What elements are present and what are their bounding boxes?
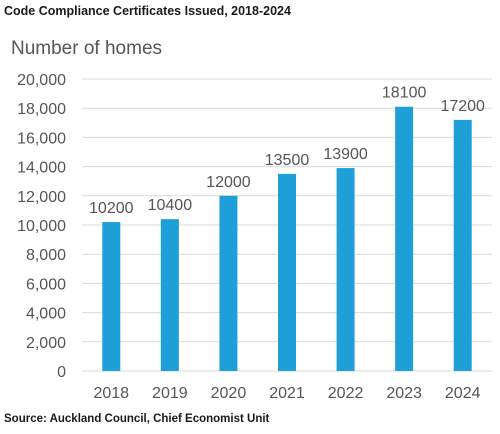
y-axis-ticks: 0 2,000 4,000 6,000 8,000 10,000 12,000 14,000 1…	[17, 72, 66, 381]
y-tick-label: 12,000	[17, 189, 66, 206]
data-label: 10200	[89, 200, 134, 217]
data-label: 13900	[323, 146, 368, 163]
bar	[219, 195, 238, 371]
y-tick-label: 18,000	[17, 101, 66, 118]
x-tick-label: 2019	[152, 385, 188, 402]
y-tick-label: 10,000	[17, 218, 66, 235]
data-label: 13500	[265, 152, 310, 169]
bars	[102, 106, 472, 372]
bar	[160, 219, 179, 371]
x-tick-label: 2022	[328, 385, 364, 402]
y-tick-label: 14,000	[17, 160, 66, 177]
y-tick-label: 0	[57, 364, 66, 381]
data-label: 12000	[206, 174, 251, 191]
data-labels: 10200 10400 12000 13500 13900 18100 17200	[89, 85, 485, 217]
data-label: 10400	[148, 197, 193, 214]
y-tick-label: 20,000	[17, 72, 66, 89]
data-label: 18100	[382, 85, 427, 102]
data-label: 17200	[440, 98, 485, 115]
y-tick-label: 2,000	[26, 335, 66, 352]
bar	[102, 222, 121, 371]
x-tick-label: 2020	[211, 385, 247, 402]
bar	[336, 168, 355, 371]
source-note: Source: Auckland Council, Chief Economis…	[4, 413, 270, 425]
y-tick-label: 16,000	[17, 130, 66, 147]
y-tick-label: 8,000	[26, 247, 66, 264]
y-axis-label: Number of homes	[11, 38, 162, 59]
y-tick-label: 6,000	[26, 276, 66, 293]
x-tick-label: 2018	[93, 385, 129, 402]
x-tick-label: 2024	[445, 385, 481, 402]
bar	[453, 119, 472, 371]
x-axis-ticks: 2018 2019 2020 2021 2022 2023 2024	[93, 385, 480, 402]
y-tick-label: 4,000	[26, 306, 66, 323]
chart-title: Code Compliance Certificates Issued, 201…	[4, 4, 291, 18]
bar	[395, 106, 414, 372]
x-tick-label: 2021	[269, 385, 305, 402]
x-tick-label: 2023	[386, 385, 422, 402]
bar	[278, 173, 296, 371]
